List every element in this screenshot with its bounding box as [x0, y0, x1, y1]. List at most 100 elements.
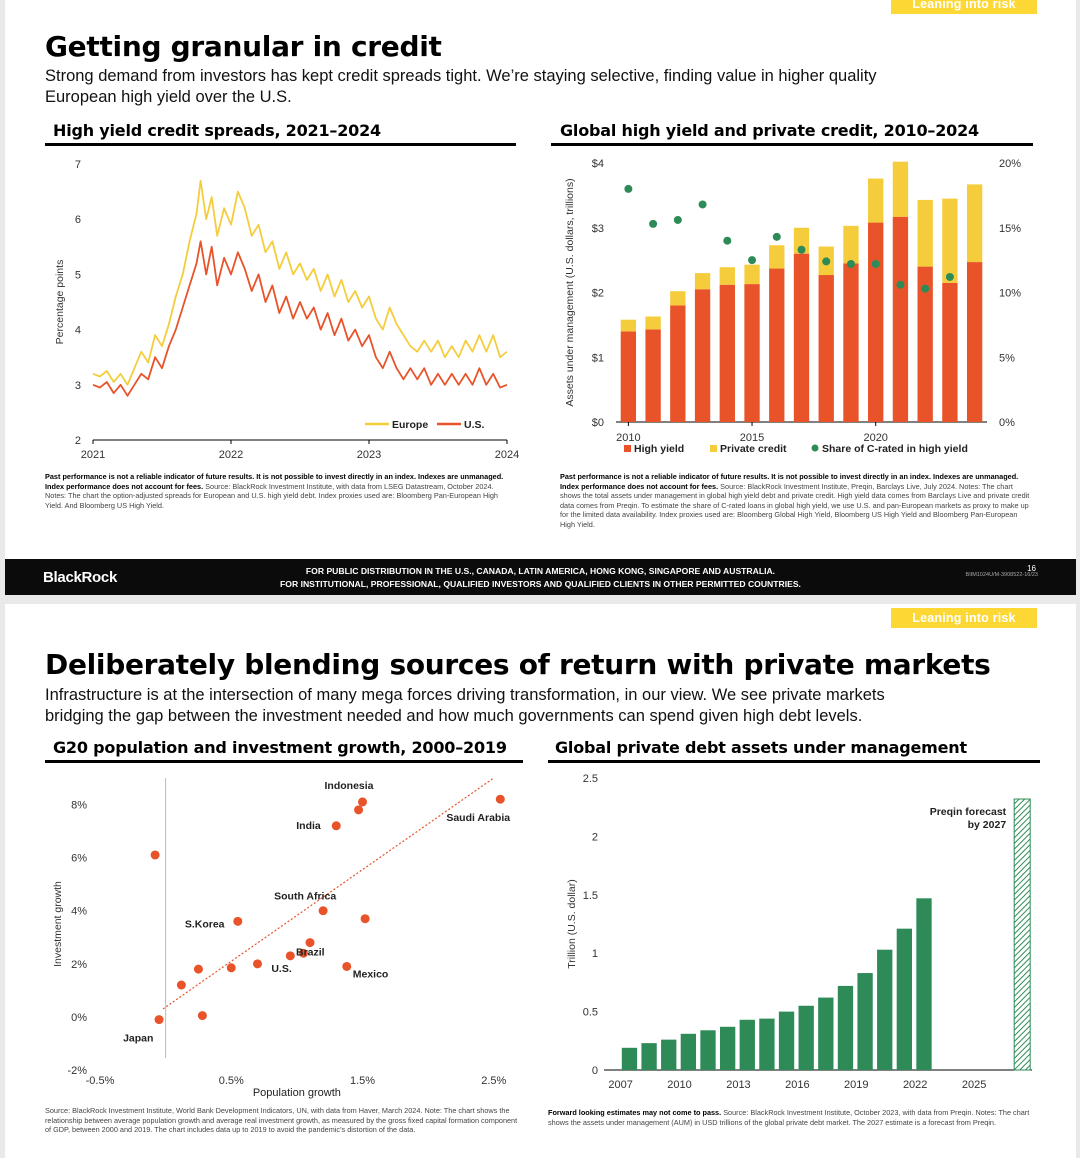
source-text: Source: BlackRock Investment Institute, …	[45, 1106, 518, 1135]
x-tick-label: 2010	[616, 432, 640, 444]
bar-private-debt	[778, 1011, 795, 1070]
y-tick-label: -2%	[67, 1065, 87, 1077]
spreads-line-chart: 2 3 4 5 6 7 2021 2022 2023 2024 Percentage points E…	[54, 159, 519, 461]
x-tick-label: 2016	[785, 1079, 809, 1091]
g20-scatter-chart: -2% 0% 2% 4% 6% 8% -0.5% 0.5% 1.5% 2.5% Population…	[52, 777, 510, 1099]
bar-private-credit	[670, 291, 686, 306]
y-right-tick-label: 15%	[999, 223, 1021, 235]
page-subtitle: Infrastructure is at the intersection of…	[45, 685, 885, 727]
x-tick-label: 2015	[740, 432, 764, 444]
point-label: Saudi Arabia	[446, 812, 510, 824]
point-label: India	[296, 820, 321, 832]
x-tick-label: -0.5%	[86, 1075, 115, 1087]
x-tick-label: 2022	[903, 1079, 927, 1091]
point-c-rated-share	[624, 184, 633, 193]
x-tick-label: 2022	[219, 449, 243, 461]
footer-bar: BlackRock FOR PUBLIC DISTRIBUTION IN THE…	[5, 559, 1076, 595]
legend-label: U.S.	[464, 419, 485, 431]
bar-high-yield	[670, 305, 686, 422]
bar-private-credit	[769, 245, 785, 269]
bar-high-yield	[843, 263, 859, 422]
scatter-point	[331, 821, 341, 831]
point-label: Indonesia	[325, 780, 374, 792]
y-tick-label: 7	[75, 159, 81, 171]
legend-swatch	[624, 445, 631, 452]
scatter-point	[233, 916, 243, 926]
y-tick-label: 2	[592, 831, 598, 843]
y-right-tick-label: 0%	[999, 417, 1015, 429]
point-c-rated-share	[896, 280, 905, 289]
bar-high-yield	[868, 222, 884, 422]
bar-private-credit	[917, 199, 933, 267]
bar-private-debt	[739, 1019, 755, 1070]
bar-private-credit	[966, 184, 983, 263]
scatter-point	[197, 1011, 207, 1021]
scatter-point	[154, 1015, 164, 1025]
point-c-rated-share	[871, 260, 880, 269]
x-tick-label: 2023	[357, 449, 381, 461]
y-tick-label: $3	[592, 223, 604, 235]
forecast-label: by 2027	[968, 819, 1007, 831]
x-axis-label: Population growth	[253, 1087, 341, 1099]
subtitle-line: Infrastructure is at the intersection of…	[45, 686, 885, 704]
disclaimer-line: FOR PUBLIC DISTRIBUTION IN THE U.S., CAN…	[305, 566, 776, 576]
bar-private-credit	[793, 227, 810, 254]
y-tick-label: 1.5	[583, 890, 598, 902]
bar-high-yield	[818, 275, 834, 422]
point-label: South Africa	[274, 891, 336, 903]
y-tick-label: 6	[75, 214, 81, 226]
point-label: S.Korea	[185, 918, 225, 930]
source-note: Forward looking estimates may not come t…	[548, 1108, 1033, 1127]
x-tick-label: 1.5%	[350, 1075, 375, 1087]
bar-private-debt	[837, 985, 854, 1070]
x-tick-label: 2025	[962, 1079, 986, 1091]
subtitle-line: European high yield over the U.S.	[45, 88, 292, 106]
divider	[45, 760, 523, 763]
bar-private-credit	[942, 198, 958, 283]
bar-high-yield	[892, 216, 909, 422]
page-number: 16	[1027, 564, 1036, 573]
x-tick-label: 2019	[844, 1079, 868, 1091]
bar-private-debt	[877, 949, 893, 1070]
subtitle-line: Strong demand from investors has kept cr…	[45, 67, 877, 85]
y-tick-label: 8%	[71, 800, 87, 812]
bar-private-debt	[641, 1043, 657, 1070]
divider	[551, 143, 1033, 146]
bar-private-credit	[620, 319, 637, 332]
global-hy-bar-chart: $0 $1 $2 $3 $4 0% 5% 10% 15% 20% 2010 2015 2020 Asset…	[564, 158, 1037, 455]
scatter-point	[285, 951, 295, 961]
bar-private-debt	[680, 1033, 697, 1070]
bar-private-debt	[759, 1018, 775, 1070]
slide-private-markets: Leaning into risk Deliberately blending …	[5, 604, 1076, 1158]
topic-badge: Leaning into risk	[891, 608, 1037, 628]
bar-private-debt	[621, 1047, 638, 1070]
x-tick-label: 2007	[608, 1079, 632, 1091]
y-tick-label: 0%	[71, 1012, 87, 1024]
page-title: Getting granular in credit	[45, 30, 442, 63]
scatter-point	[342, 961, 352, 971]
y-axis-label: Percentage points	[54, 260, 66, 345]
source-text: Source: BlackRock Investment Institute, …	[45, 481, 498, 510]
private-debt-bar-chart: 0 0.5 1 1.5 2 2.5 2007 2010 2013 2016 2019 2022 2025…	[566, 773, 1032, 1091]
bar-private-credit	[719, 267, 735, 285]
y-tick-label: 1	[592, 948, 598, 960]
scatter-point	[253, 959, 262, 969]
distribution-disclaimer: FOR PUBLIC DISTRIBUTION IN THE U.S., CAN…	[5, 565, 1076, 591]
y-axis-label: Trillion (U.S. dollar)	[566, 879, 578, 968]
x-tick-label: 2020	[863, 432, 887, 444]
source-note: Past performance is not a reliable indic…	[45, 472, 513, 510]
bar-high-yield	[744, 284, 760, 422]
point-c-rated-share	[846, 260, 855, 269]
bar-private-credit	[744, 264, 760, 285]
scatter-point	[318, 906, 328, 916]
bar-forecast-2027	[1013, 798, 1031, 1071]
y-tick-label: 2	[75, 435, 81, 447]
bar-private-debt	[818, 997, 834, 1070]
disclaimer-bold: Past performance is not a reliable indic…	[45, 472, 504, 491]
bar-high-yield	[942, 282, 958, 422]
y-right-tick-label: 5%	[999, 352, 1015, 364]
divider	[45, 143, 516, 146]
scatter-point	[176, 980, 186, 990]
point-label: U.S.	[271, 963, 292, 975]
scatter-point	[495, 794, 505, 804]
